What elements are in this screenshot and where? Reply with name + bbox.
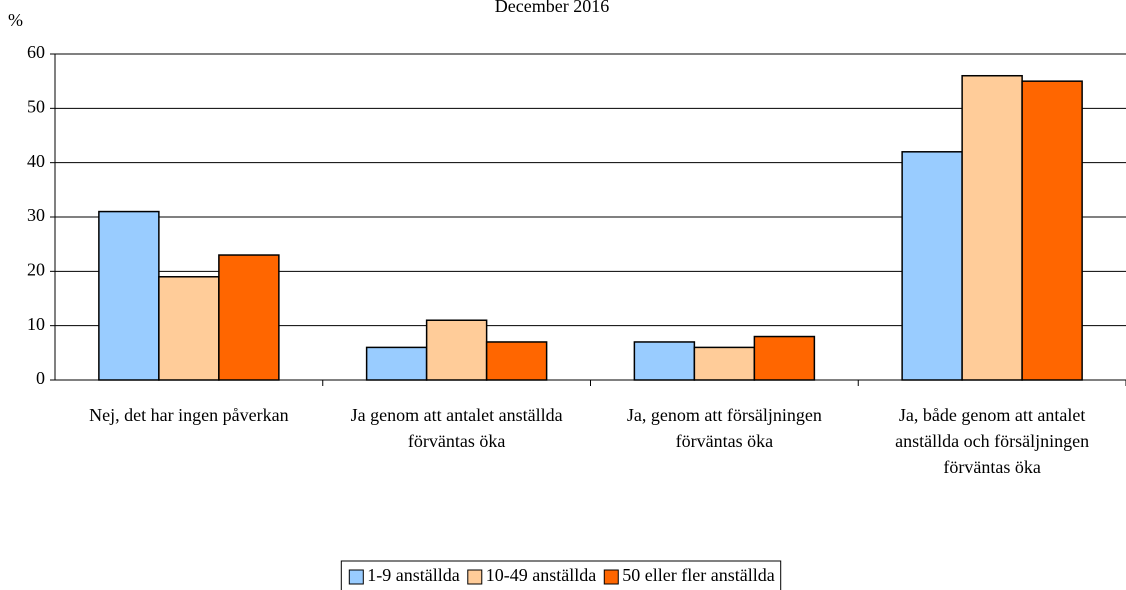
y-tick-label: 0 [36,368,45,388]
legend-swatch [467,569,483,585]
legend-swatch [603,569,619,585]
bar [485,341,548,381]
legend-box [340,560,782,590]
y-tick-label: 40 [27,151,45,171]
legend-label: 1-9 anställda [367,565,459,585]
y-tick-label: 10 [27,314,45,334]
chart-title: December 2016 [495,0,609,16]
x-tick-label: Ja, genom att försäljningen förväntas ök… [626,405,822,451]
bar [961,74,1023,381]
bar [753,335,816,381]
bar [1021,80,1083,381]
bar [98,210,160,381]
bar [158,276,220,381]
legend-label: 10-49 anställda [486,565,596,585]
bar [693,346,756,381]
bar [633,341,696,381]
y-tick-label: 60 [27,42,45,62]
y-axis-label: % [8,10,23,30]
bar [901,151,963,381]
y-tick-label: 20 [27,259,45,279]
legend-swatch [348,569,364,585]
y-tick-label: 30 [27,205,45,225]
bar [218,254,280,381]
x-tick-label: Nej, det har ingen påverkan [89,405,289,425]
x-tick-label: Ja, både genom att antalet anställda och… [895,405,1090,477]
x-tick-label: Ja genom att antalet anställda förväntas… [350,405,563,451]
bar [425,319,488,381]
legend-label: 50 eller fler anställda [622,565,774,585]
y-tick-label: 50 [27,96,45,116]
bar [365,346,428,381]
